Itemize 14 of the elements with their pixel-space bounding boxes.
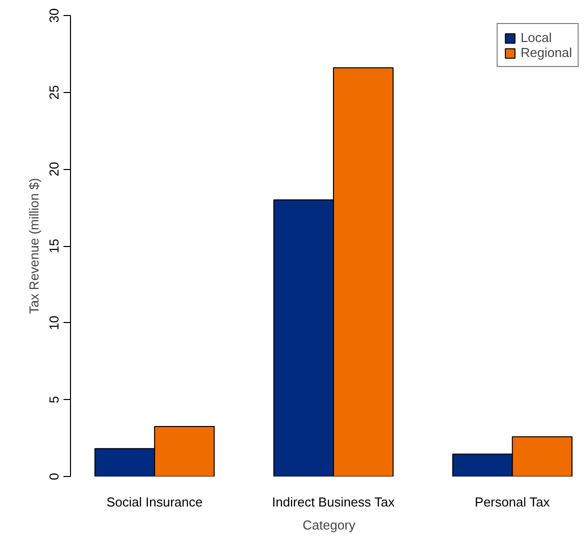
x-tick-label: Personal Tax (474, 494, 550, 510)
y-tick-label: 10 (46, 316, 62, 330)
x-axis-title: Category (302, 518, 356, 532)
y-tick-label: 0 (46, 472, 62, 480)
y-axis-title: Tax Revenue (million $) (26, 178, 42, 314)
y-tick-label: 5 (46, 396, 62, 404)
y-tick-label: 25 (46, 85, 62, 100)
y-tick-label: 20 (46, 162, 62, 176)
y-tick-label: 15 (46, 238, 62, 254)
legend-label: Local (520, 30, 552, 45)
x-tick-label: Indirect Business Tax (272, 494, 396, 510)
legend-label: Regional (520, 45, 572, 60)
x-tick-label: Social Insurance (106, 494, 203, 510)
y-tick-label: 30 (46, 8, 62, 23)
